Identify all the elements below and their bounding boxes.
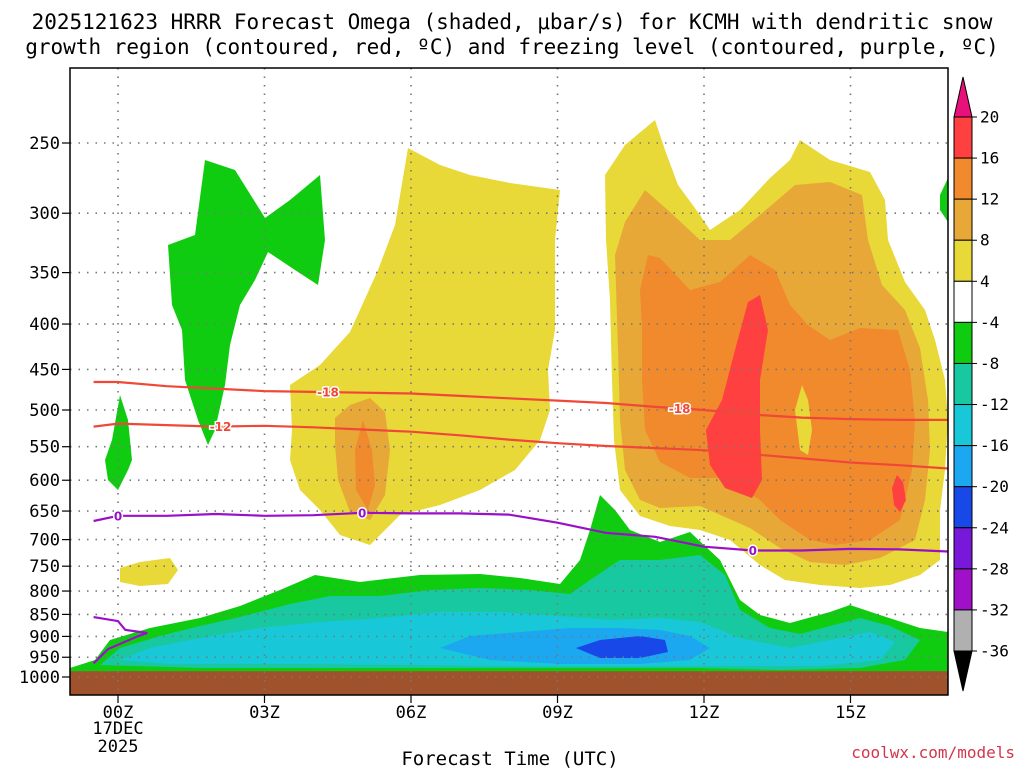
contour-line xyxy=(93,422,948,470)
y-tick-label: 750 xyxy=(29,557,60,577)
y-tick-label: 250 xyxy=(29,134,60,154)
y-tick-label: 500 xyxy=(29,401,60,421)
colorbar-label: 8 xyxy=(980,231,990,250)
colorbar-bin xyxy=(953,280,973,323)
y-tick-label: 400 xyxy=(29,315,60,335)
colorbar-bin xyxy=(953,116,973,159)
y-tick-label: 900 xyxy=(29,627,60,647)
omega-pos16-right xyxy=(706,295,768,498)
contour-label: 0 xyxy=(358,506,366,520)
contour-label: -18 xyxy=(669,402,691,416)
omega-cell-upper-left xyxy=(168,160,325,445)
omega-pos4-small xyxy=(120,558,178,586)
y-tick-label: 650 xyxy=(29,502,60,522)
y-tick-label: 850 xyxy=(29,605,60,625)
x-tick-label: 06Z xyxy=(396,703,427,723)
date-label-line1: 17DEC xyxy=(92,719,143,739)
x-axis-ticks: 00Z 03Z 06Z 09Z 12Z 15Z xyxy=(103,695,866,723)
colorbar-bin xyxy=(953,198,973,241)
y-tick-label: 950 xyxy=(29,648,60,668)
colorbar-bin xyxy=(953,362,973,406)
colorbar-bin xyxy=(953,609,973,652)
chart-title-line1: 2025121623 HRRR Forecast Omega (shaded, … xyxy=(32,10,993,34)
colorbar-label: 4 xyxy=(980,272,990,291)
contour-line xyxy=(92,616,148,665)
y-tick-label: 300 xyxy=(29,204,60,224)
y-axis-ticks: 2503003504004505005506006507007508008509… xyxy=(19,134,70,688)
y-tick-label: 700 xyxy=(29,531,60,551)
omega-pos12-right xyxy=(640,255,915,545)
contour-label: 0 xyxy=(749,544,757,558)
x-tick-label: 12Z xyxy=(689,703,720,723)
grid-lines xyxy=(70,68,948,695)
contour-lines xyxy=(92,380,948,665)
y-tick-label: 350 xyxy=(29,264,60,284)
y-tick-label: 600 xyxy=(29,471,60,491)
colorbar-bin xyxy=(953,321,973,364)
colorbar-bin xyxy=(953,404,973,447)
colorbar-bin xyxy=(953,568,973,611)
x-tick-label: 09Z xyxy=(542,703,573,723)
omega-cell-right-edge xyxy=(940,178,948,222)
colorbar-label: 20 xyxy=(980,108,999,127)
chart-title-line2: growth region (contoured, red, ºC) and f… xyxy=(25,35,999,59)
colorbar-bin xyxy=(953,157,973,200)
x-axis-title: Forecast Time (UTC) xyxy=(401,748,618,768)
omega-pos12-left xyxy=(355,420,375,510)
colorbar-bin xyxy=(953,486,973,529)
x-tick-label: 00Z xyxy=(103,703,134,723)
contour-label: -18 xyxy=(317,386,339,400)
contour-labels: -18 -18 -12 0 0 0 xyxy=(112,384,758,559)
contour-label: 0 xyxy=(114,509,122,523)
colorbar-bin xyxy=(953,527,973,570)
y-tick-label: 800 xyxy=(29,582,60,602)
colorbar-bin xyxy=(953,445,973,488)
contour-line xyxy=(93,380,948,421)
y-tick-label: 1000 xyxy=(19,668,60,688)
contour-label: -12 xyxy=(210,420,232,434)
colorbar-arrow-top xyxy=(953,76,973,118)
omega-pos4-left xyxy=(290,148,560,545)
colorbar-label: -16 xyxy=(980,436,1009,455)
y-tick-label: 450 xyxy=(29,360,60,380)
x-tick-label: 03Z xyxy=(249,703,280,723)
colorbar-label: -28 xyxy=(980,559,1009,578)
colorbar-label: -24 xyxy=(980,518,1009,537)
colorbar-label: -36 xyxy=(980,642,1009,661)
colorbar-bin xyxy=(953,239,973,282)
colorbar: 20 16 12 8 4 -4 -8 -12 -16 -20 -24 -28 -32 -36 xyxy=(953,76,1009,692)
colorbar-label: 16 xyxy=(980,149,999,168)
contour-line xyxy=(93,511,948,553)
colorbar-label: -4 xyxy=(980,313,999,332)
omega-shading xyxy=(70,120,948,672)
colorbar-label: -12 xyxy=(980,395,1009,414)
ground-below-surface xyxy=(70,671,948,695)
colorbar-arrow-bottom xyxy=(953,650,973,692)
x-tick-label: 15Z xyxy=(835,703,866,723)
date-label-line2: 2025 xyxy=(98,737,139,757)
colorbar-label: -20 xyxy=(980,477,1009,496)
omega-weak-hole xyxy=(795,385,812,455)
colorbar-label: -8 xyxy=(980,354,999,373)
colorbar-label: -32 xyxy=(980,600,1009,619)
omega-band-neg20 xyxy=(576,636,668,658)
plot-frame xyxy=(69,67,949,696)
credit-link[interactable]: coolwx.com/models xyxy=(851,743,1015,762)
y-tick-label: 550 xyxy=(29,438,60,458)
omega-pos16-small xyxy=(892,475,906,512)
colorbar-label: 12 xyxy=(980,190,999,209)
